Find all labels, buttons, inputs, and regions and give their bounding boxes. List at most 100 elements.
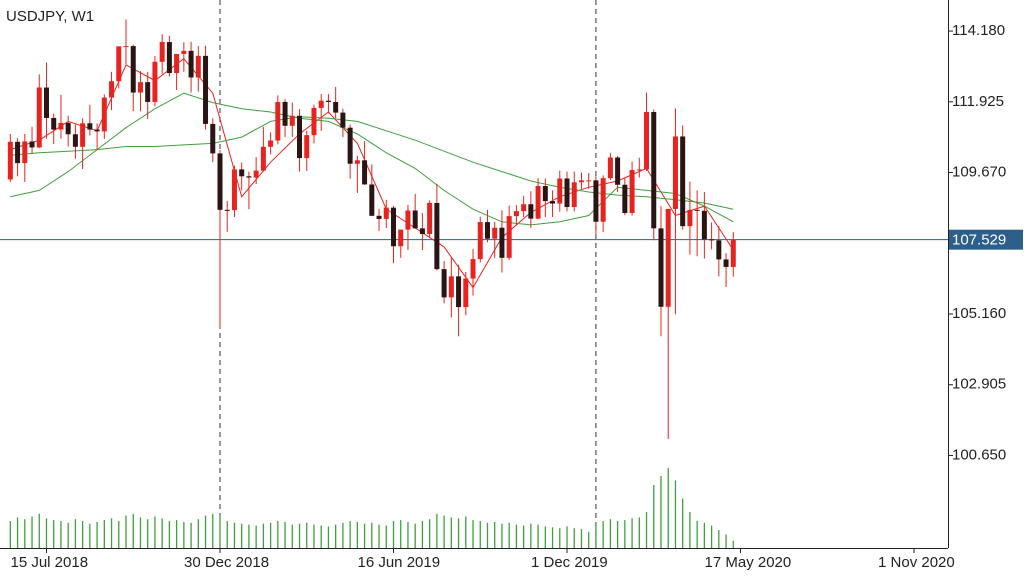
candle-body [730,239,736,267]
candle-body [542,186,548,202]
candle-body [217,153,223,210]
x-tick-label: 17 May 2020 [705,554,792,571]
candle-body [709,239,715,241]
candle-body [499,227,505,258]
candle-body [166,42,172,74]
candle-body [145,82,151,102]
candle-body [477,222,483,260]
candle-body [578,180,584,183]
y-tick-label: 111.925 [952,93,1004,110]
candle-body [550,201,556,204]
candle-body [137,82,143,93]
candle-body [174,53,180,74]
candle-body [152,61,158,102]
last-price-box [949,229,1023,250]
moving-average [10,92,734,226]
candle-body [427,202,433,235]
candle-body [521,204,527,212]
candle-body [65,122,71,135]
candle-body [210,123,216,154]
candle-body [231,169,237,211]
candle-body [123,46,129,48]
candle-body [304,135,310,159]
candle-body [94,129,100,132]
candle-body [15,141,21,164]
candle-body [694,209,700,211]
candle-body [333,101,339,113]
candle-body [412,210,418,229]
candle-body [369,184,375,216]
candle-body [644,111,650,170]
candle-body [571,182,577,208]
candle-body [36,87,42,148]
candle-body [586,180,592,182]
last-price-label: 107.529 [952,232,1006,249]
candle-body [456,276,462,308]
candle-body [116,46,122,82]
candle-body [636,169,642,171]
y-tick-label: 114.180 [952,22,1005,39]
candle-body [513,211,519,217]
candle-body [289,115,295,126]
candle-body [354,160,360,164]
candle-body [506,216,512,258]
candle-body [246,176,252,178]
candle-body [58,122,64,130]
candle-body [615,157,621,185]
candle-body [362,160,368,185]
candle-body [101,97,107,132]
candle-body [687,209,693,227]
candle-body [622,184,628,213]
candle-body [43,87,49,118]
candle-body [557,178,563,204]
candle-body [282,101,288,126]
candle-body [51,117,57,130]
candle-body [268,140,274,147]
candle-body [203,55,209,124]
candle-body [7,141,13,180]
candle-body [383,207,389,219]
candle-body [398,229,404,247]
candle-body [716,240,722,260]
candle-body [159,42,165,62]
candle-body [564,178,570,208]
candle-body [484,222,490,239]
candle-body [181,50,187,54]
candle-body [224,209,230,211]
candle-body [672,136,678,209]
chart-title: USDJPY, W1 [6,8,94,25]
candle-body [701,210,707,240]
candle-body [419,228,425,235]
candle-body [528,204,534,219]
candle-body [658,228,664,307]
candle-body [535,186,541,219]
candle-body [463,278,469,308]
candle-body [239,169,245,177]
y-tick-label: 102.905 [952,376,1006,393]
candle-body [72,134,78,147]
candle-body [600,178,606,222]
candle-body [434,202,440,270]
candle-body [195,55,201,78]
candle-body [492,227,498,239]
candle-body [665,208,671,307]
candle-body [593,180,599,222]
candle-body [441,269,447,298]
candle-body [347,127,353,164]
candle-body [253,170,259,178]
candle-body [723,259,729,267]
candle-body [470,259,476,279]
candle-body [22,141,28,164]
y-tick-label: 109.670 [952,163,1006,180]
candle-body [607,157,613,179]
candle-body [29,141,35,148]
candle-body [109,81,115,98]
candle-body [376,215,382,219]
candle-body [651,111,657,229]
candle-body [680,136,686,227]
candle-body [260,146,266,171]
candle-body [311,107,317,136]
candle-body [130,46,136,93]
moving-average [10,116,734,210]
